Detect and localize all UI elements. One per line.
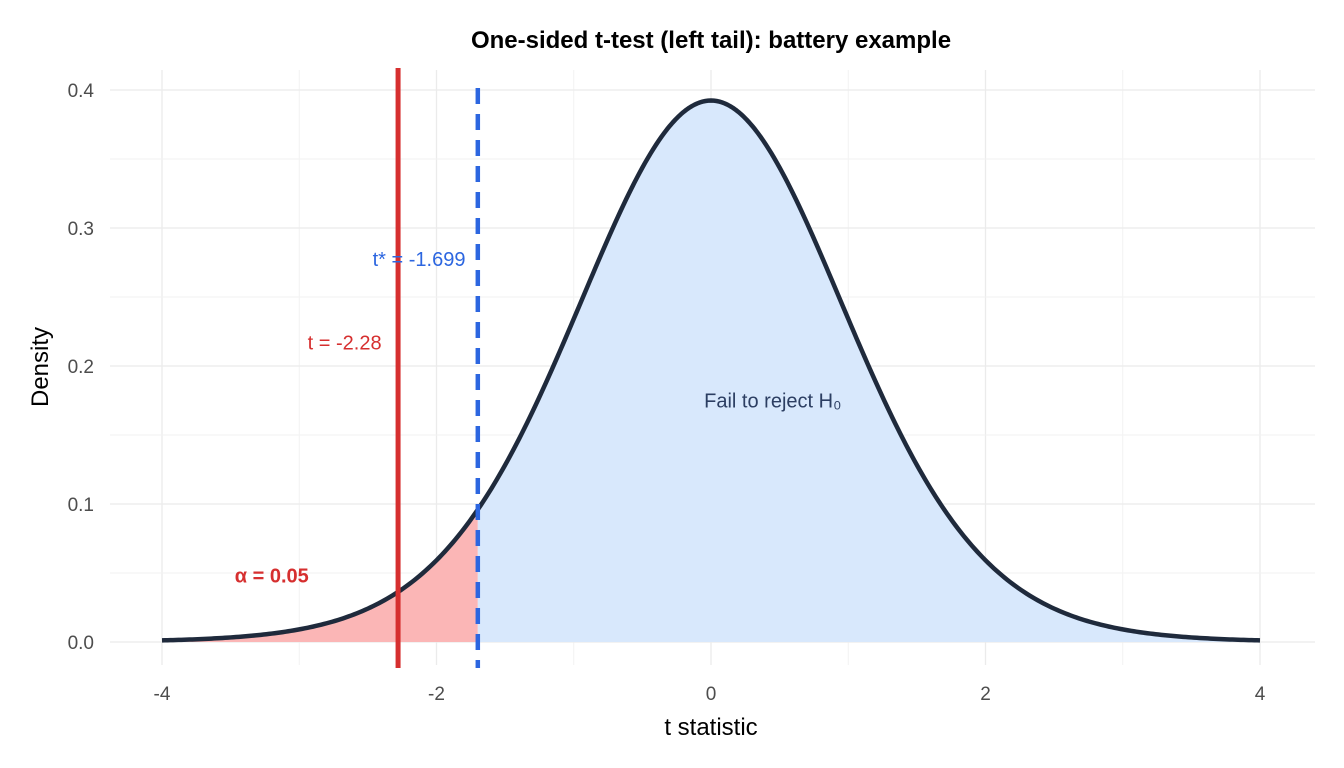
y-tick-label: 0.2 [68,357,94,378]
chart-title: One-sided t-test (left tail): battery ex… [471,27,951,54]
x-tick-label: 0 [706,684,717,705]
y-tick-label: 0.0 [68,633,94,654]
alpha-label: α = 0.05 [235,566,309,588]
y-tick-label: 0.3 [68,219,94,240]
rejection-region-area [162,509,478,642]
observed-t-label: t = -2.28 [308,332,382,354]
density-curve [161,98,1261,643]
y-axis-title: Density [27,327,54,407]
axis-ticks: -4 -2 0 2 4 0.0 0.1 0.2 0.3 0.4 [68,81,1266,705]
x-tick-label: 2 [980,684,991,705]
critical-value-label: t* = -1.699 [373,249,466,271]
x-tick-label: 4 [1255,684,1266,705]
x-tick-label: -4 [154,684,171,705]
fail-to-reject-label: Fail to reject H₀ [704,390,841,412]
y-tick-label: 0.1 [68,495,94,516]
x-tick-label: -2 [428,684,445,705]
y-tick-label: 0.4 [68,81,95,102]
x-axis-title: t statistic [664,714,757,741]
